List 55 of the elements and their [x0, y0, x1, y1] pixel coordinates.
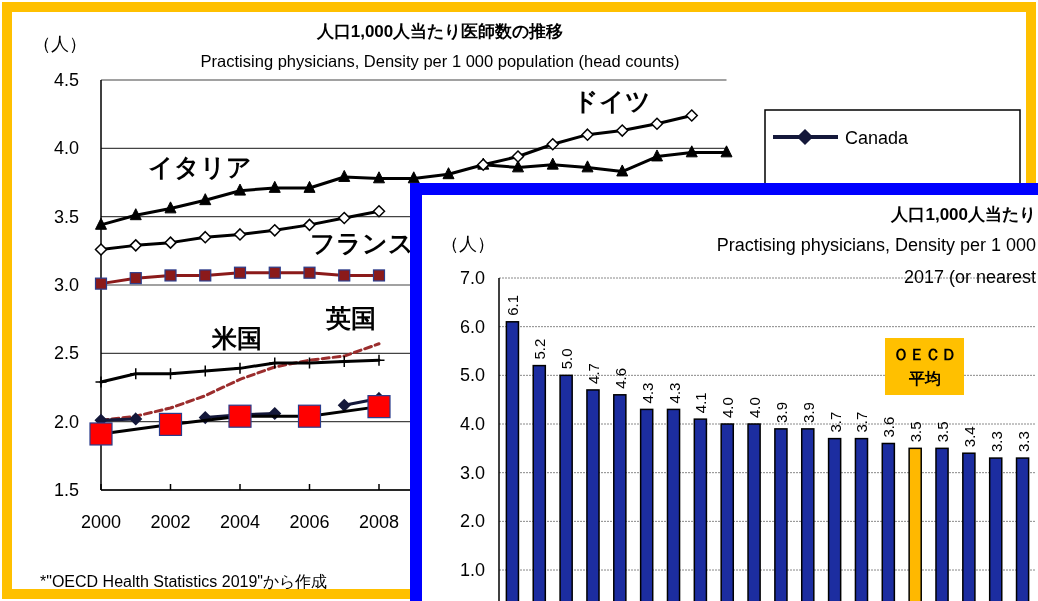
data-label: 3.3: [1014, 431, 1032, 453]
y-tick-label: 7.0: [459, 268, 485, 288]
x-tick-label: 2000: [80, 512, 122, 532]
data-label: 3.3: [987, 431, 1005, 453]
data-label: 4.7: [584, 363, 602, 384]
data-label: 5.0: [558, 348, 576, 370]
data-label: 4.0: [746, 397, 764, 419]
y-tick-label: 2.5: [53, 343, 79, 364]
data-label: 3.5: [934, 421, 952, 443]
data-label: 3.4: [960, 426, 978, 448]
annotation: 平均: [907, 370, 941, 387]
y-tick-label: 3.0: [459, 462, 485, 483]
y-tick-label: 3.0: [53, 275, 79, 295]
y-tick-label: 5.0: [459, 365, 485, 386]
data-label: 6.1: [504, 294, 522, 316]
data-label: 4.1: [692, 392, 710, 414]
text: *"OECD Health Statistics 2019"から作成: [40, 573, 328, 590]
data-label: 3.7: [826, 411, 844, 433]
chart-title: 人口1,000人当たり医師数の推移: [315, 22, 564, 41]
y-axis-title: （人）: [33, 34, 87, 54]
y-tick-label: 6.0: [459, 316, 485, 337]
series-label: ドイツ: [572, 86, 651, 115]
annotation: ＯＥＣＤ: [892, 346, 957, 363]
series-label: イタリア: [148, 153, 253, 182]
data-label: 3.9: [772, 402, 790, 423]
annotation: 2017 (or nearest: [903, 267, 1036, 287]
y-tick-label: 4.0: [53, 138, 79, 159]
chart-subtitle: Practising physicians, Density per 1 000: [716, 235, 1036, 255]
chart-subtitle: Practising physicians, Density per 1 000 population (head counts): [200, 52, 680, 70]
data-label: 5.2: [531, 338, 549, 360]
data-label: 3.7: [853, 411, 871, 433]
y-tick-label: 1.5: [53, 480, 79, 500]
data-label: 4.6: [611, 367, 629, 389]
chart-title: 人口1,000人当たり: [890, 205, 1036, 224]
x-tick-label: 2002: [150, 512, 191, 532]
y-tick-label: 2.0: [53, 411, 79, 432]
data-label: 3.6: [880, 416, 898, 438]
data-label: 3.9: [799, 402, 817, 423]
series-label: 英国: [325, 303, 377, 332]
y-axis-title: （人）: [441, 234, 495, 254]
y-tick-label: 3.5: [53, 206, 79, 227]
x-tick-label: 2004: [219, 512, 261, 532]
y-tick-label: 4.0: [459, 414, 485, 435]
data-label: 4.0: [719, 397, 737, 419]
data-label: 4.3: [638, 382, 656, 404]
legend-label: Canada: [845, 128, 910, 148]
x-tick-label: 2006: [289, 512, 330, 532]
y-tick-label: 4.5: [53, 70, 79, 90]
series-label: 米国: [210, 324, 262, 353]
series-label: フランス: [309, 228, 414, 257]
data-label: 4.3: [665, 382, 683, 404]
data-label: 3.5: [907, 421, 925, 443]
y-tick-label: 1.0: [459, 560, 485, 581]
y-tick-label: 2.0: [459, 511, 485, 532]
x-tick-label: 2008: [358, 512, 400, 532]
